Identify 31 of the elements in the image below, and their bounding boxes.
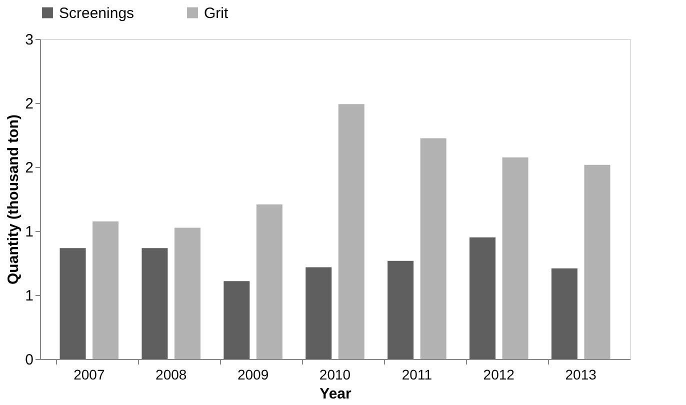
legend-label: Screenings	[59, 4, 134, 22]
y-tick-label: 2	[25, 160, 34, 176]
x-tick-label: 2007	[74, 366, 105, 382]
x-tick-label: 2010	[319, 366, 351, 382]
y-tick-label: 1	[25, 224, 34, 240]
bar	[388, 260, 414, 359]
y-axis-title: Quantity (thousand ton)	[5, 114, 22, 284]
bar	[470, 237, 496, 359]
y-tick-label: 3	[25, 32, 34, 48]
y-tick-label: 0	[25, 352, 34, 368]
bar	[420, 138, 446, 359]
y-tick-label: 1	[25, 288, 34, 304]
bar	[142, 248, 168, 359]
x-tick-label: 2009	[237, 366, 269, 382]
bar	[306, 267, 332, 359]
bar	[338, 104, 364, 359]
x-tick-label: 2012	[483, 366, 515, 382]
legend-label: Grit	[204, 4, 229, 22]
x-tick-label: 2011	[402, 366, 432, 382]
x-tick-label: 2008	[156, 366, 187, 382]
bar	[174, 228, 200, 359]
bar	[224, 281, 250, 359]
x-tick-label: 2013	[565, 366, 597, 382]
bar	[502, 157, 528, 359]
bar	[92, 221, 119, 359]
bar	[551, 268, 578, 359]
x-axis-title: Year	[320, 386, 352, 402]
y-tick-label: 2	[25, 96, 34, 112]
bar	[60, 248, 86, 359]
bar	[256, 204, 282, 359]
bar	[584, 164, 610, 359]
